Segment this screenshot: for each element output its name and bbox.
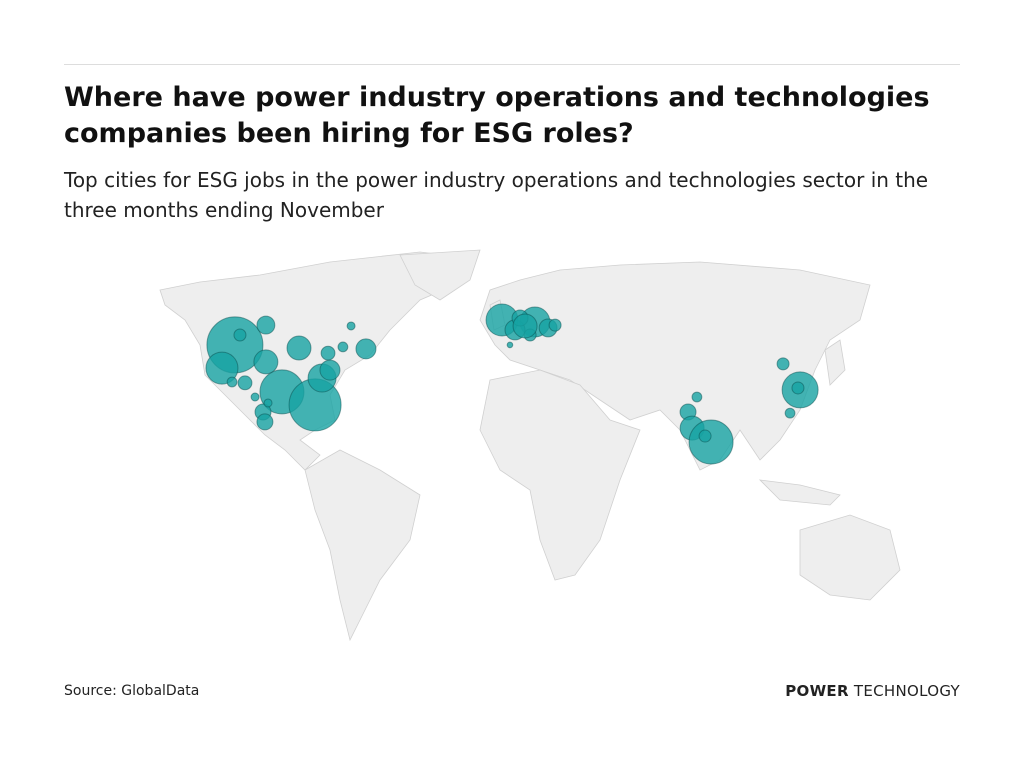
city-bubble (346, 321, 356, 331)
divider (64, 64, 960, 65)
city-bubble (691, 391, 703, 403)
brand: POWER TECHNOLOGY (785, 682, 960, 700)
city-bubble (226, 376, 238, 388)
city-bubble (506, 341, 514, 349)
city-bubble (256, 413, 274, 431)
city-bubble (263, 398, 273, 408)
brand-bold: POWER (785, 682, 849, 700)
city-bubble (355, 338, 377, 360)
indonesia (758, 479, 841, 506)
title: Where have power industry operations and… (64, 82, 930, 149)
city-bubble (237, 375, 253, 391)
city-bubble (688, 419, 734, 465)
city-bubble (250, 392, 260, 402)
south-america (304, 449, 421, 642)
greenland (399, 249, 481, 301)
city-bubble (784, 407, 796, 419)
bubbles (205, 303, 819, 465)
subtitle: Top cities for ESG jobs in the power ind… (64, 168, 929, 222)
city-bubble (319, 359, 341, 381)
city-bubble (548, 318, 562, 332)
brand-text: TECHNOLOGY (853, 682, 960, 700)
land (159, 249, 901, 642)
city-bubble (698, 429, 712, 443)
city-bubble (337, 341, 349, 353)
japan (824, 339, 846, 386)
city-bubble (791, 381, 805, 395)
world-map (159, 249, 901, 642)
city-bubble (205, 351, 239, 385)
city-bubble (286, 335, 312, 361)
africa (479, 369, 641, 581)
city-bubble (256, 315, 276, 335)
city-bubble (233, 328, 247, 342)
source: Source: GlobalData (64, 683, 200, 699)
city-bubble (776, 357, 790, 371)
city-bubble (512, 313, 538, 339)
city-bubble (320, 345, 336, 361)
australia (799, 514, 901, 601)
city-bubble (253, 349, 279, 375)
